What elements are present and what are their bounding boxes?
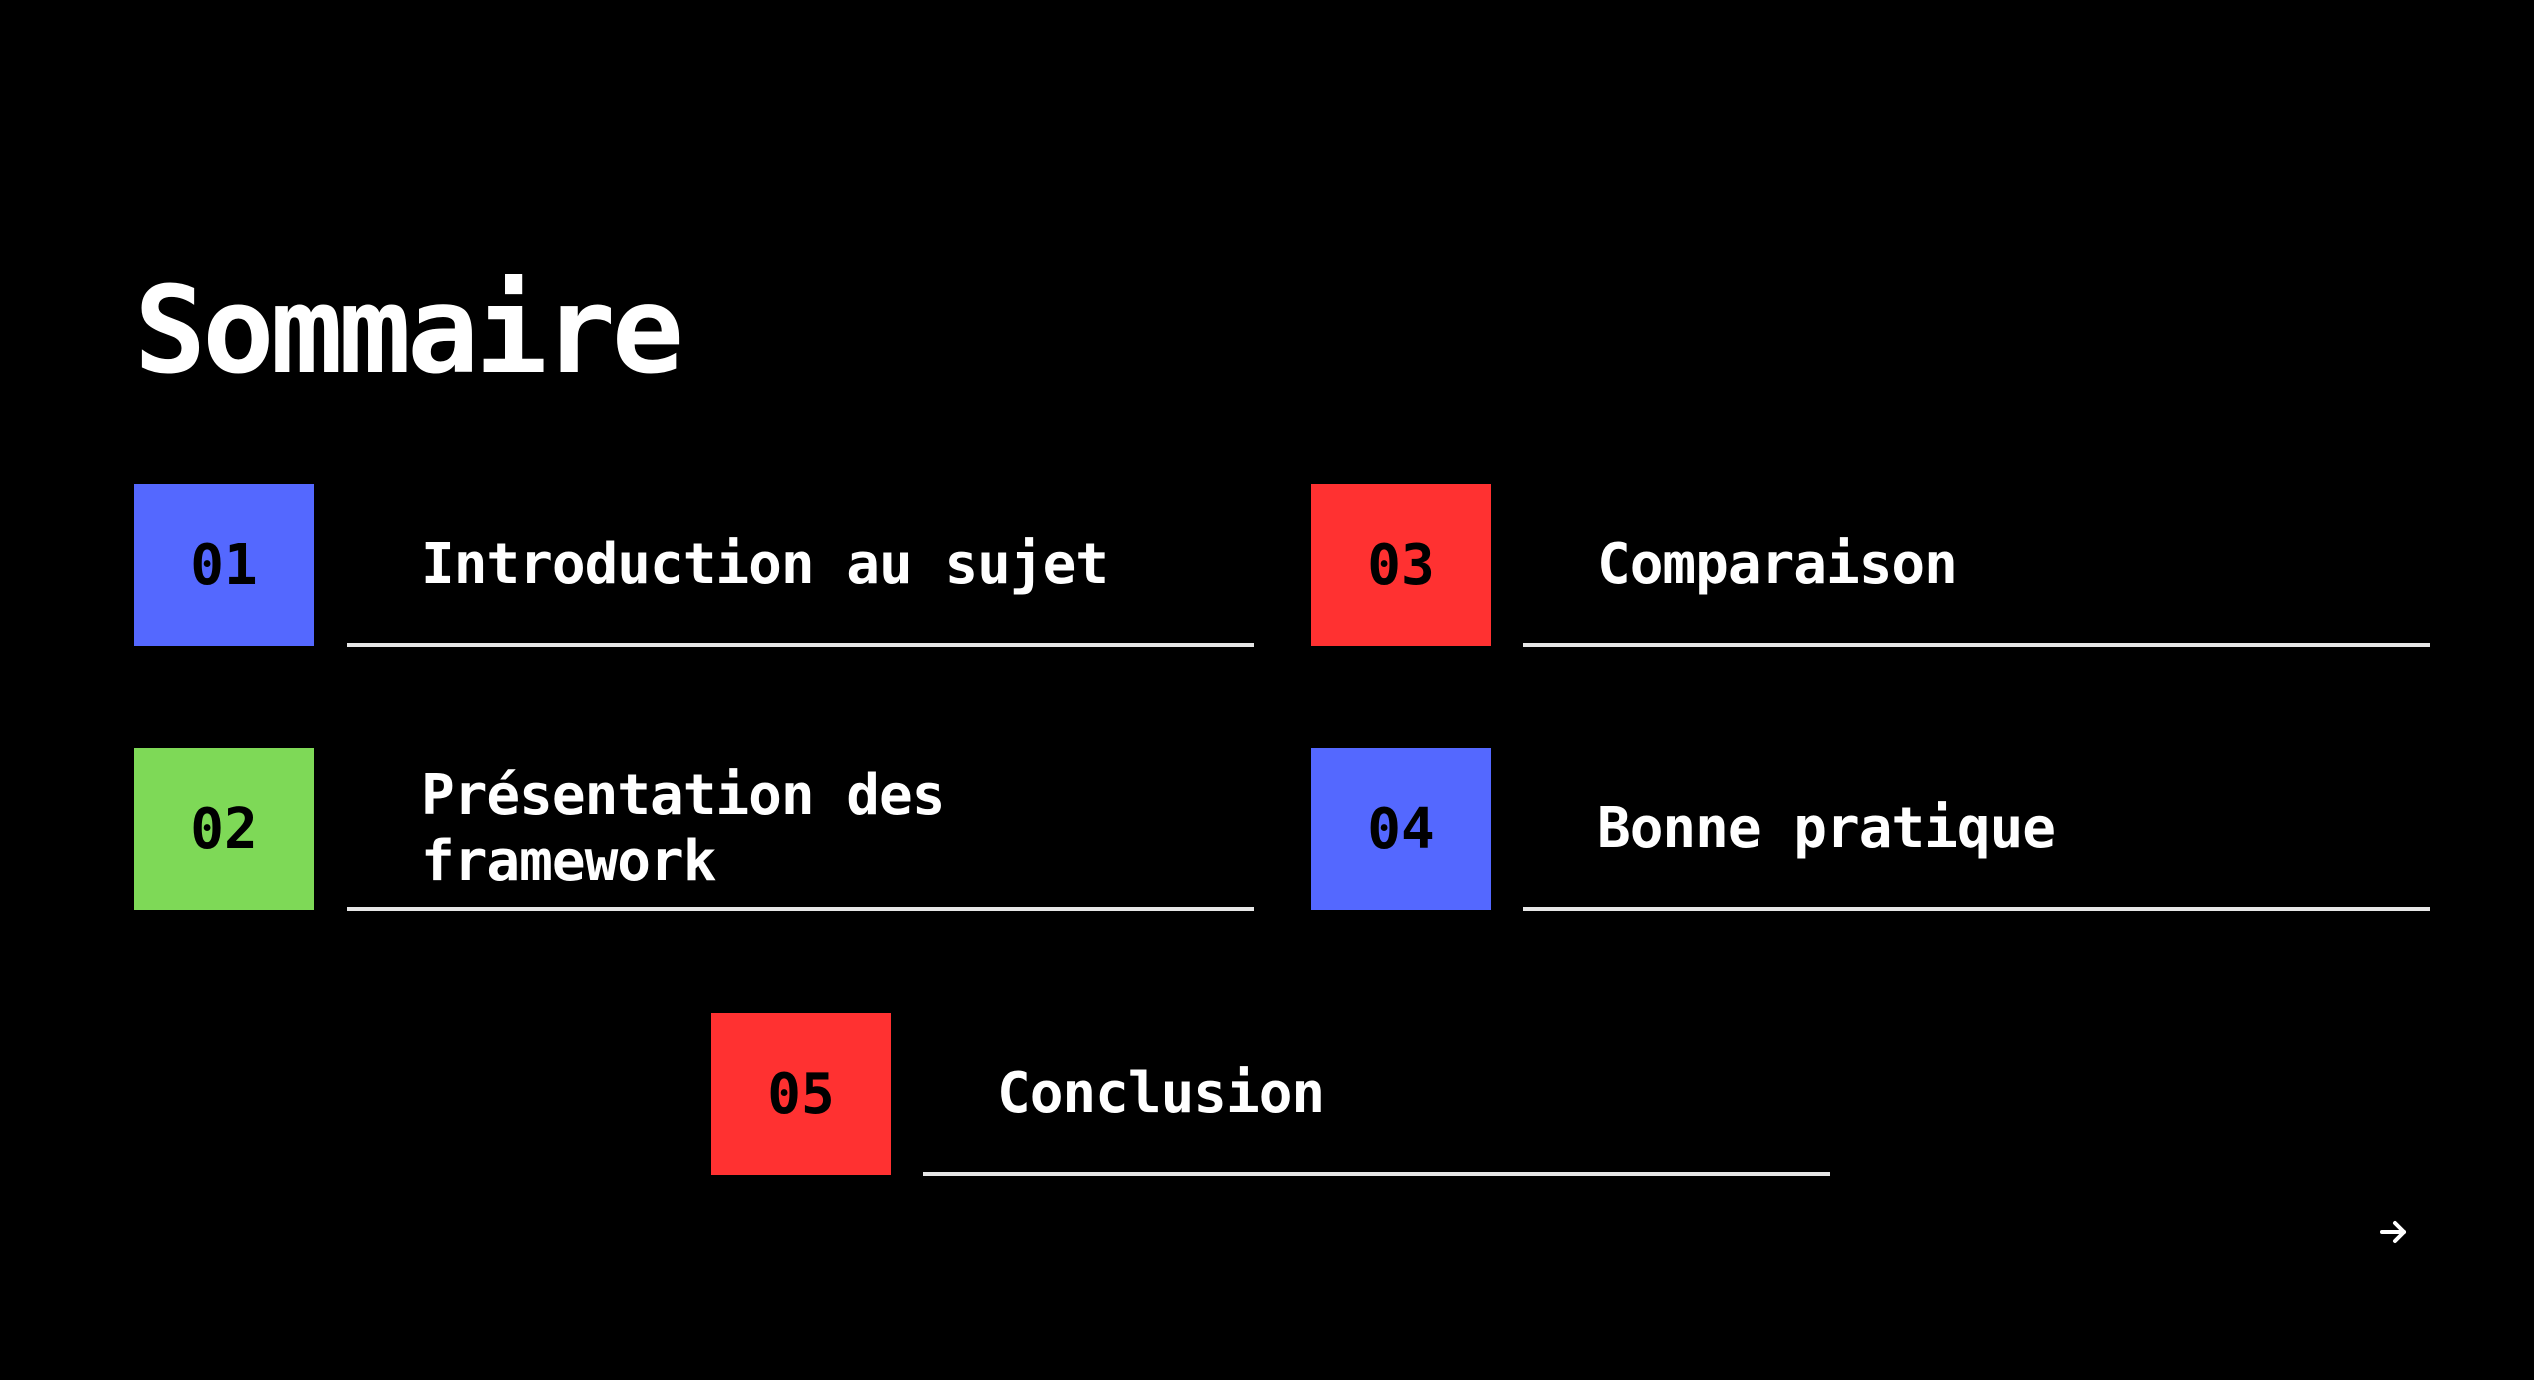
agenda-divider (347, 643, 1254, 647)
agenda-item-4[interactable]: 04 Bonne pratique (1311, 748, 2534, 912)
agenda-item-label: Introduction au sujet (421, 532, 1109, 597)
agenda-number-badge: 03 (1311, 484, 1491, 646)
agenda-item-label: Bonne pratique (1597, 796, 2056, 861)
page-title: Sommaire (134, 262, 684, 401)
agenda-number-badge: 04 (1311, 748, 1491, 910)
arrow-right-icon-graphic (2380, 1221, 2406, 1243)
agenda-item-2[interactable]: 02 Présentation des framework (134, 748, 1406, 912)
agenda-divider (1523, 643, 2430, 647)
agenda-item-label: Conclusion (997, 1061, 1325, 1126)
agenda-item-1[interactable]: 01 Introduction au sujet (134, 484, 1406, 648)
agenda-item-5[interactable]: 05 Conclusion (711, 1013, 1983, 1177)
agenda-divider (347, 907, 1254, 911)
agenda-number-badge: 01 (134, 484, 314, 646)
agenda-item-3[interactable]: 03 Comparaison (1311, 484, 2534, 648)
arrow-right-icon[interactable] (2374, 1212, 2414, 1252)
agenda-number-badge: 05 (711, 1013, 891, 1175)
agenda-item-label: Comparaison (1597, 532, 1958, 597)
agenda-divider (923, 1172, 1830, 1176)
agenda-item-label: Présentation des framework (421, 763, 945, 894)
agenda-number-badge: 02 (134, 748, 314, 910)
agenda-divider (1523, 907, 2430, 911)
